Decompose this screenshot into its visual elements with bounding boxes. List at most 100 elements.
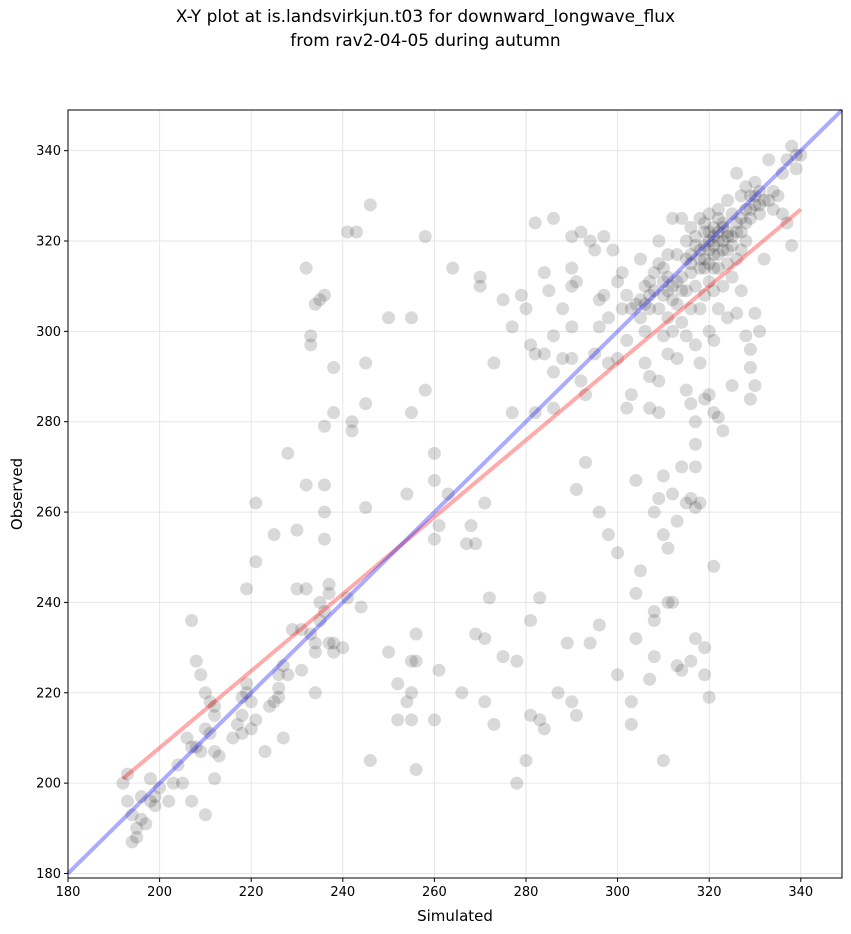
data-point: [546, 329, 560, 343]
data-point: [121, 794, 135, 808]
data-point: [299, 582, 313, 596]
data-point: [716, 216, 730, 230]
data-point: [611, 275, 625, 289]
data-point: [725, 379, 739, 393]
data-point: [785, 239, 799, 253]
data-point: [661, 595, 675, 609]
data-point: [688, 501, 702, 515]
data-point: [794, 148, 808, 162]
data-point: [688, 437, 702, 451]
data-point: [363, 754, 377, 768]
y-tick-label: 260: [36, 506, 61, 521]
data-point: [427, 473, 441, 487]
data-point: [391, 677, 405, 691]
data-point: [203, 695, 217, 709]
data-point: [716, 243, 730, 257]
data-point: [432, 519, 446, 533]
data-point: [198, 686, 212, 700]
data-point: [363, 198, 377, 212]
data-point: [620, 401, 634, 415]
data-point: [285, 623, 299, 637]
y-tick-label: 280: [36, 415, 61, 430]
data-point: [322, 586, 336, 600]
data-point: [780, 216, 794, 230]
data-point: [711, 225, 725, 239]
data-point: [299, 261, 313, 275]
data-point: [656, 469, 670, 483]
data-point: [482, 591, 496, 605]
data-point: [597, 288, 611, 302]
data-point: [702, 225, 716, 239]
data-point: [707, 261, 721, 275]
data-point: [688, 460, 702, 474]
data-point: [702, 234, 716, 248]
data-point: [313, 595, 327, 609]
data-point: [551, 686, 565, 700]
data-point: [198, 722, 212, 736]
data-point: [130, 821, 144, 835]
data-point: [469, 627, 483, 641]
data-point: [203, 726, 217, 740]
data-point: [267, 695, 281, 709]
data-point: [180, 731, 194, 745]
data-point: [528, 406, 542, 420]
data-point: [643, 275, 657, 289]
data-point: [643, 672, 657, 686]
data-point: [592, 618, 606, 632]
data-point: [730, 306, 744, 320]
data-point: [276, 659, 290, 673]
data-point: [272, 668, 286, 682]
data-point: [647, 650, 661, 664]
data-point: [276, 731, 290, 745]
data-point: [785, 139, 799, 153]
data-point: [295, 663, 309, 677]
data-point: [643, 401, 657, 415]
data-point: [281, 446, 295, 460]
y-axis-label: Observed: [8, 458, 26, 530]
data-point: [189, 654, 203, 668]
data-point: [684, 248, 698, 262]
data-point: [702, 243, 716, 257]
data-point: [711, 234, 725, 248]
data-point: [633, 252, 647, 266]
regression-line: [121, 207, 803, 781]
data-point: [739, 202, 753, 216]
data-point: [505, 406, 519, 420]
data-point: [643, 302, 657, 316]
data-point: [711, 261, 725, 275]
data-point: [780, 153, 794, 167]
data-point: [789, 162, 803, 176]
data-point: [620, 288, 634, 302]
x-tick-label: 260: [422, 885, 447, 900]
data-point: [565, 351, 579, 365]
data-point: [698, 288, 712, 302]
data-point: [249, 496, 263, 510]
plot-frame: [67, 109, 843, 879]
data-point: [391, 713, 405, 727]
data-point: [734, 243, 748, 257]
data-point: [762, 153, 776, 167]
data-point: [716, 424, 730, 438]
data-point: [317, 532, 331, 546]
data-point: [404, 406, 418, 420]
data-point: [688, 632, 702, 646]
data-point: [702, 690, 716, 704]
data-point: [702, 257, 716, 271]
data-point: [624, 388, 638, 402]
data-point: [615, 302, 629, 316]
data-point: [716, 279, 730, 293]
data-point: [743, 361, 757, 375]
data-point: [624, 717, 638, 731]
data-point: [235, 708, 249, 722]
data-point: [478, 695, 492, 709]
data-point: [684, 257, 698, 271]
data-point: [611, 546, 625, 560]
data-point: [574, 374, 588, 388]
data-point: [533, 713, 547, 727]
data-point: [537, 266, 551, 280]
data-point: [734, 211, 748, 225]
data-point: [693, 496, 707, 510]
data-point: [766, 184, 780, 198]
data-point: [693, 261, 707, 275]
y-tick-label: 220: [36, 686, 61, 701]
